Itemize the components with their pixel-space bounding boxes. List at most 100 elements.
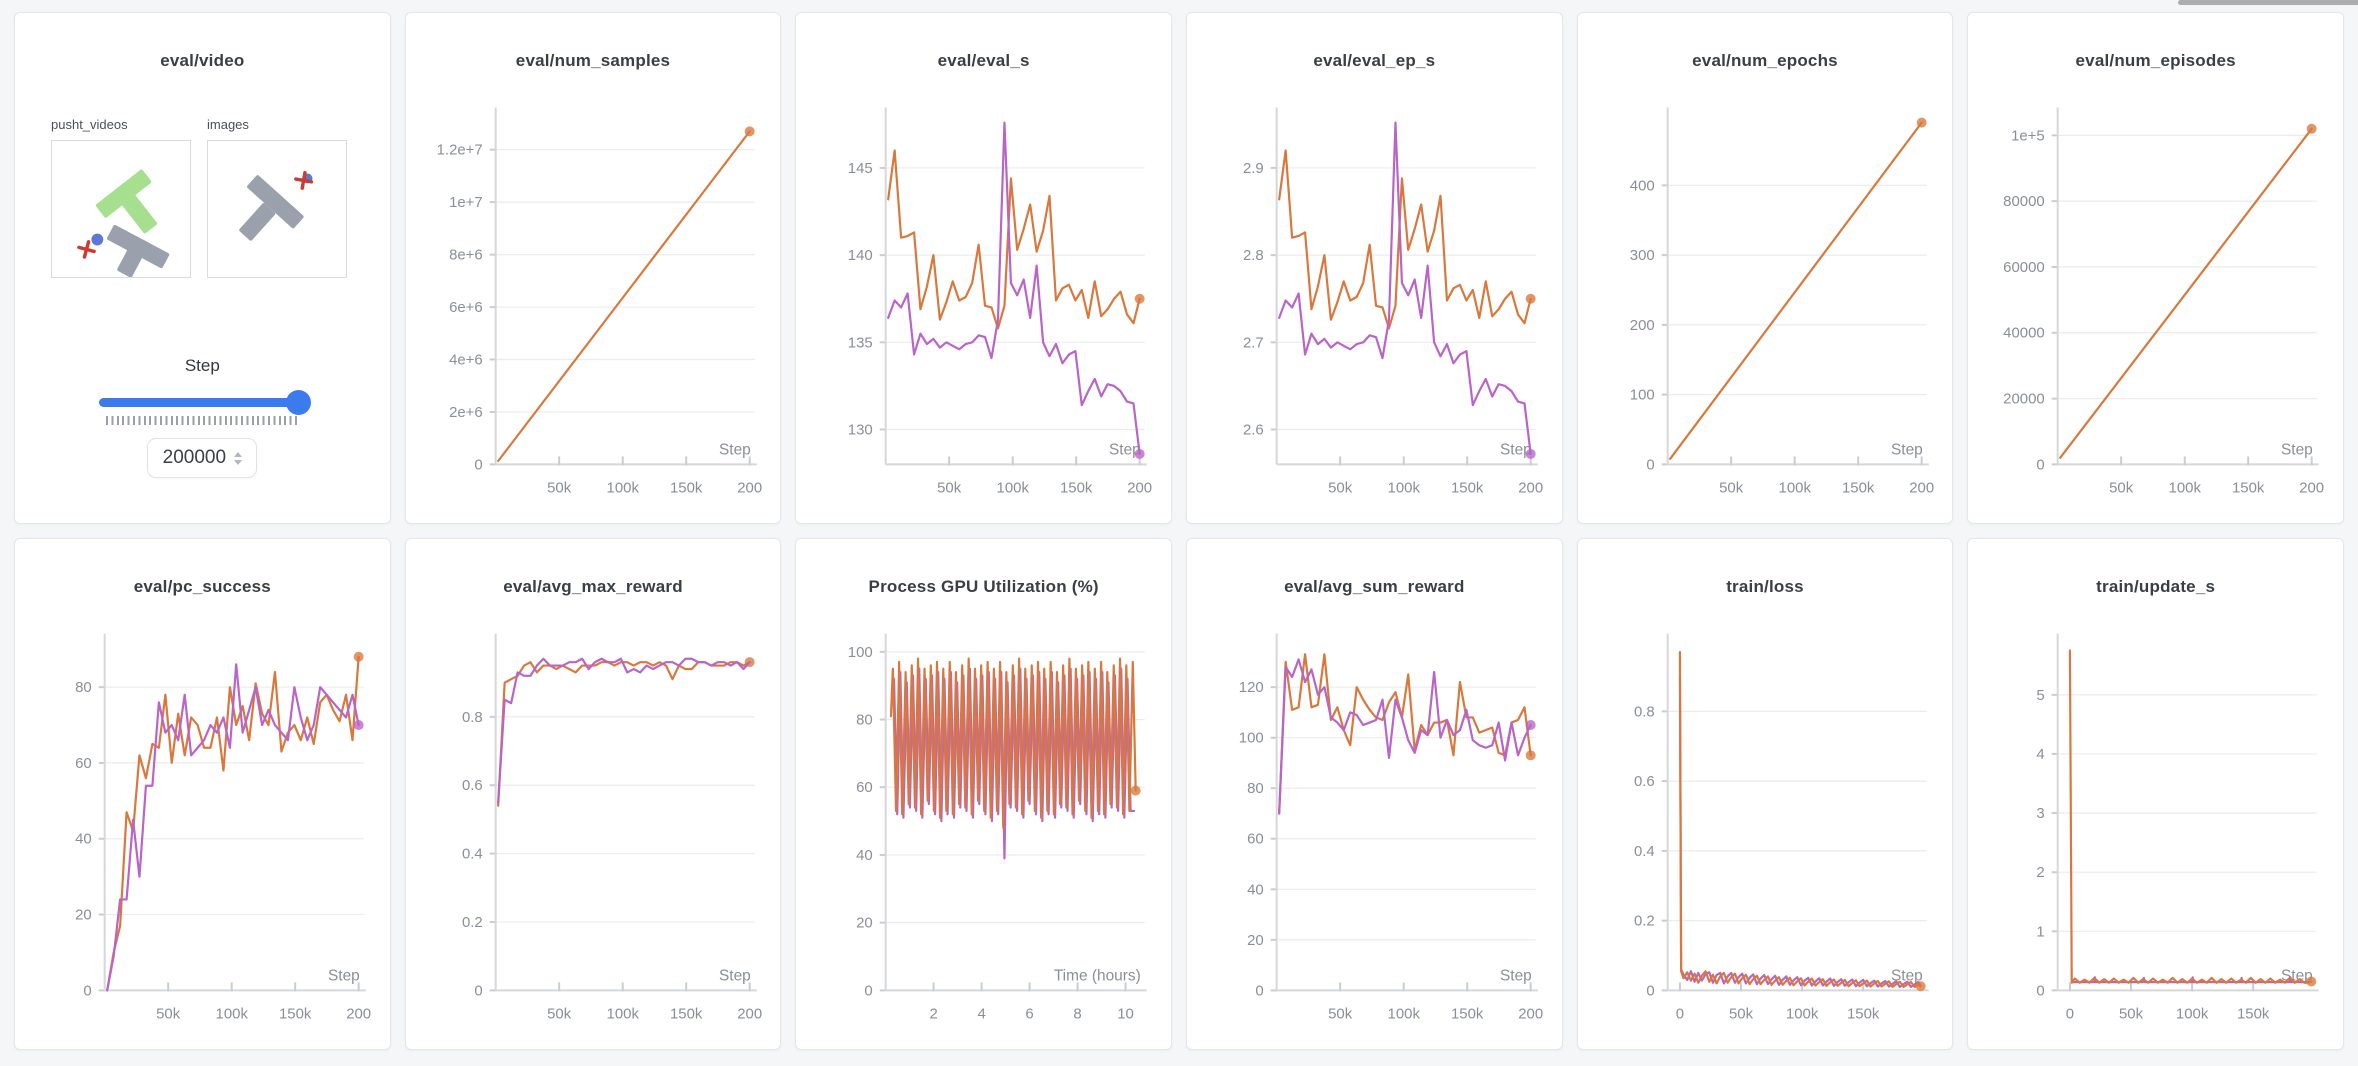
media-label: pusht_videos (51, 117, 128, 132)
step-slider-ticks (106, 416, 299, 425)
svg-text:0: 0 (1646, 456, 1654, 473)
panel-title: train/update_s (2096, 577, 2216, 596)
step-value-input[interactable]: 200000 (147, 438, 258, 478)
svg-text:0: 0 (2037, 982, 2045, 999)
chart-eval-num-episodes[interactable]: 0 20000 40000 60000 80000 1e+5 50k 100k 150k 200 S… (1968, 79, 2343, 509)
svg-text:20: 20 (856, 915, 873, 932)
svg-text:0: 0 (83, 982, 91, 999)
svg-text:5: 5 (2037, 687, 2045, 704)
svg-text:2e+6: 2e+6 (449, 404, 483, 421)
svg-text:0.6: 0.6 (462, 777, 483, 794)
gray-t-shape (107, 225, 170, 277)
step-slider-handle[interactable] (286, 390, 312, 415)
svg-text:60000: 60000 (2004, 259, 2046, 276)
svg-text:0.6: 0.6 (1634, 773, 1655, 790)
step-slider-label: Step (184, 356, 220, 375)
svg-text:80: 80 (75, 679, 92, 696)
panel-title: eval/avg_max_reward (503, 577, 683, 596)
svg-text:Time (hours): Time (hours) (1054, 967, 1141, 984)
svg-text:100k: 100k (1388, 1005, 1421, 1022)
svg-text:20000: 20000 (2004, 391, 2046, 408)
chart-eval-avg-sum-reward[interactable]: 0 20 40 60 80 100 120 50k 100k 150k 200 Step (1187, 605, 1562, 1035)
chart-train-loss[interactable]: 0 0.2 0.4 0.6 0.8 0 50k 100k 150k Step (1578, 605, 1953, 1035)
svg-text:200: 200 (1518, 479, 1543, 496)
chart-gpu-utilization[interactable]: 0 20 40 60 80 100 2 4 6 8 10 Time (hours) (796, 605, 1171, 1035)
gray-t-shape (239, 175, 304, 241)
panel-eval-num-episodes: eval/num_episodes 0 20000 40000 60000 80000 1… (1967, 12, 2344, 524)
panel-eval-pc-success: eval/pc_success 0 20 40 60 80 50k 100k 150k 200 S… (14, 538, 391, 1050)
svg-text:8: 8 (1074, 1005, 1082, 1022)
svg-text:200: 200 (1128, 479, 1153, 496)
svg-text:Step: Step (1891, 441, 1923, 458)
svg-text:2.9: 2.9 (1243, 160, 1264, 177)
svg-text:0.4: 0.4 (462, 846, 483, 863)
svg-text:0: 0 (2066, 1005, 2074, 1022)
svg-text:100: 100 (1629, 387, 1654, 404)
svg-text:80: 80 (1247, 780, 1264, 797)
svg-text:Step: Step (1891, 967, 1923, 984)
media-label: images (207, 117, 249, 132)
images-thumbnail[interactable] (207, 140, 347, 278)
chart-eval-avg-max-reward[interactable]: 0 0.2 0.4 0.6 0.8 50k 100k 150k 200 Step (406, 605, 781, 1035)
svg-text:Step: Step (1500, 967, 1532, 984)
media-item-pusht-videos: pusht_videos (51, 117, 191, 278)
agent-dot (91, 233, 104, 246)
svg-text:100k: 100k (1388, 479, 1421, 496)
svg-text:200: 200 (1518, 1005, 1543, 1022)
svg-text:0.2: 0.2 (1634, 913, 1655, 930)
svg-text:0.8: 0.8 (462, 709, 483, 726)
pusht-video-thumbnail[interactable] (51, 140, 191, 278)
step-slider[interactable] (99, 389, 312, 415)
chart-eval-num-epochs[interactable]: 0 100 200 300 400 50k 100k 150k 200 Step (1578, 79, 1953, 509)
svg-text:150k: 150k (670, 1005, 703, 1022)
svg-text:8e+6: 8e+6 (449, 247, 483, 264)
svg-text:2.8: 2.8 (1243, 247, 1264, 264)
svg-text:50k: 50k (156, 1005, 181, 1022)
panel-gpu-utilization: Process GPU Utilization (%) 0 20 40 60 80 100… (795, 538, 1172, 1050)
step-value: 200000 (162, 447, 227, 468)
svg-text:100k: 100k (997, 479, 1030, 496)
svg-text:0: 0 (1675, 1005, 1683, 1022)
svg-text:150k: 150k (1842, 479, 1875, 496)
svg-text:1: 1 (2037, 923, 2045, 940)
svg-text:2: 2 (2037, 864, 2045, 881)
svg-text:Step: Step (719, 967, 751, 984)
svg-text:0: 0 (2037, 456, 2045, 473)
svg-text:150k: 150k (2232, 479, 2265, 496)
spinner-down-icon[interactable] (234, 459, 243, 465)
svg-text:100k: 100k (606, 1005, 639, 1022)
chart-eval-pc-success[interactable]: 0 20 40 60 80 50k 100k 150k 200 Step (15, 605, 390, 1035)
svg-text:1e+5: 1e+5 (2011, 127, 2045, 144)
svg-text:4: 4 (2037, 746, 2045, 763)
panel-title: eval/num_episodes (2075, 51, 2236, 70)
svg-text:0: 0 (1255, 982, 1263, 999)
chart-eval-num-samples[interactable]: 0 2e+6 4e+6 6e+6 8e+6 1e+7 1.2e+7 50k 100k 150k 20… (406, 79, 781, 509)
step-slider-track[interactable] (99, 398, 306, 407)
pusht-scene-image (77, 169, 170, 277)
svg-text:100: 100 (848, 644, 873, 661)
svg-text:100k: 100k (2176, 1005, 2209, 1022)
svg-text:20: 20 (1247, 932, 1264, 949)
svg-text:6: 6 (1026, 1005, 1034, 1022)
panel-eval-video: eval/video pusht_videos (14, 12, 391, 524)
panel-title: eval/eval_ep_s (1313, 51, 1436, 70)
horizontal-scrollbar[interactable] (2178, 0, 2358, 5)
spinner-up-icon[interactable] (234, 451, 243, 457)
panel-title: eval/num_epochs (1692, 51, 1838, 70)
svg-text:40: 40 (1247, 881, 1264, 898)
svg-text:100k: 100k (2169, 479, 2202, 496)
svg-text:200: 200 (1629, 317, 1654, 334)
panel-eval-num-samples: eval/num_samples 0 2e+6 4e+6 6e+6 8e+6 1e+7 1.… (404, 12, 782, 524)
svg-text:40: 40 (75, 831, 92, 848)
svg-text:50k: 50k (937, 479, 962, 496)
chart-eval-eval-ep-s[interactable]: 2.6 2.7 2.8 2.9 50k 100k 150k 200 Step (1187, 79, 1562, 509)
panel-title: Process GPU Utilization (%) (868, 577, 1099, 596)
media-item-images: images (207, 117, 347, 278)
svg-text:140: 140 (848, 247, 873, 264)
chart-eval-eval-s[interactable]: 130 135 140 145 50k 100k 150k 200 Step (796, 79, 1171, 509)
svg-text:0.8: 0.8 (1634, 703, 1655, 720)
panel-eval-avg-sum-reward: eval/avg_sum_reward 0 20 40 60 80 100 120 50k 10… (1185, 538, 1563, 1050)
svg-text:0: 0 (865, 982, 873, 999)
panel-train-loss: train/loss 0 0.2 0.4 0.6 0.8 0 50k 100k 150k Step (1576, 538, 1954, 1050)
